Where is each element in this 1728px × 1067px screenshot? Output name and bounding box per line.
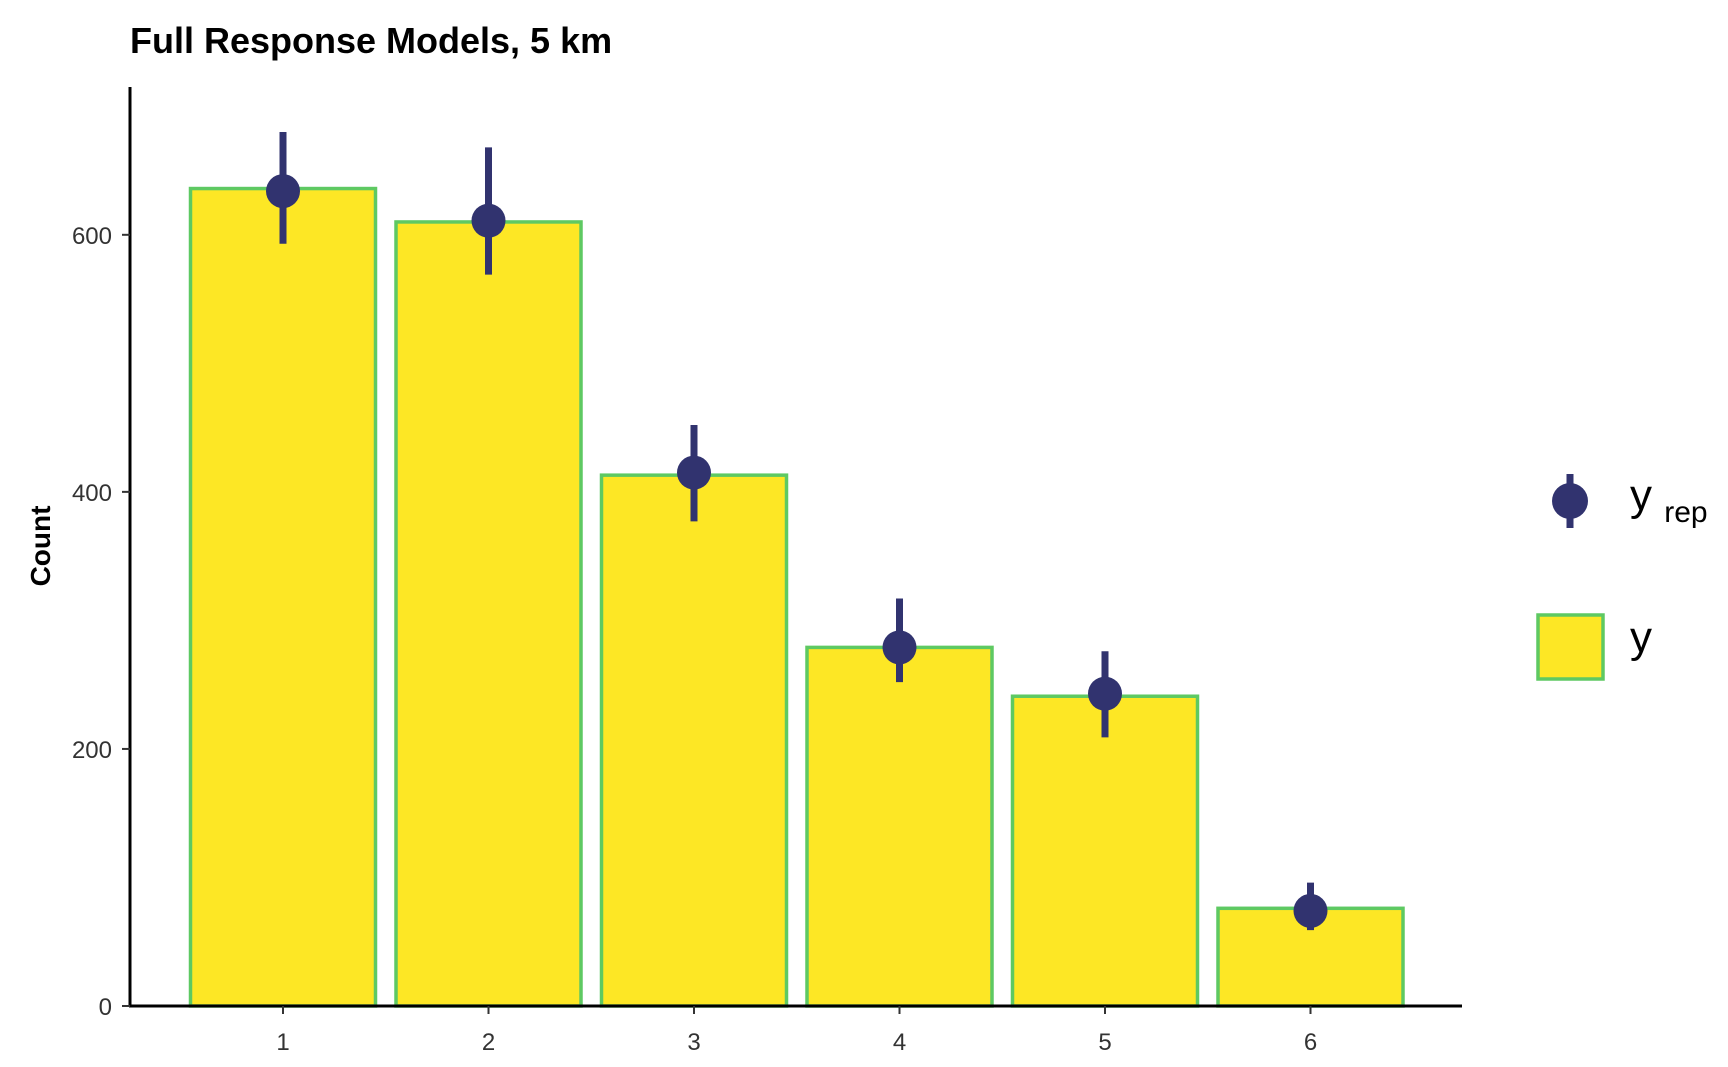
x-tick-label-5: 5 bbox=[1098, 1029, 1111, 1056]
y-tick-label-200: 200 bbox=[72, 737, 112, 764]
yrep-point-4 bbox=[882, 630, 917, 665]
legend-item-yrep: y rep bbox=[1552, 471, 1708, 529]
x-tick-label-4: 4 bbox=[893, 1029, 906, 1056]
y-tick-label-600: 600 bbox=[72, 223, 112, 250]
bars-layer bbox=[188, 186, 1405, 1008]
bar-y-5 bbox=[1010, 694, 1200, 1008]
legend-label-yrep: y rep bbox=[1630, 471, 1708, 529]
y-axis-label: Count bbox=[25, 506, 56, 587]
chart-title: Full Response Models, 5 km bbox=[130, 20, 612, 61]
legend-label-yrep-main: y bbox=[1630, 471, 1652, 520]
yrep-point-6 bbox=[1293, 893, 1328, 928]
yrep-layer bbox=[266, 131, 1328, 931]
bar-y-1 bbox=[188, 186, 378, 1008]
x-tick-label-1: 1 bbox=[276, 1029, 289, 1056]
y-ticks: 0 200 400 600 bbox=[72, 223, 130, 1021]
yrep-point-2 bbox=[471, 203, 506, 238]
x-ticks: 1 2 3 4 5 6 bbox=[276, 1006, 1317, 1056]
y-tick-label-400: 400 bbox=[72, 480, 112, 507]
bar-y-2 bbox=[394, 220, 583, 1008]
yrep-point-3 bbox=[677, 455, 711, 490]
yrep-point-1 bbox=[266, 174, 300, 209]
yrep-point-5 bbox=[1088, 676, 1122, 711]
x-tick-label-3: 3 bbox=[687, 1029, 700, 1056]
bar-y-3 bbox=[599, 473, 789, 1008]
x-tick-label-2: 2 bbox=[482, 1029, 495, 1056]
legend-y-swatch bbox=[1536, 613, 1605, 681]
legend-label-y: y bbox=[1630, 613, 1652, 662]
legend-yrep-point bbox=[1552, 483, 1588, 519]
y-tick-label-0: 0 bbox=[99, 994, 112, 1021]
legend: y rep y bbox=[1536, 471, 1708, 681]
bar-y-4 bbox=[805, 645, 994, 1008]
legend-item-y: y bbox=[1536, 613, 1652, 681]
x-tick-label-6: 6 bbox=[1304, 1029, 1317, 1056]
legend-label-yrep-sub: rep bbox=[1664, 496, 1707, 529]
